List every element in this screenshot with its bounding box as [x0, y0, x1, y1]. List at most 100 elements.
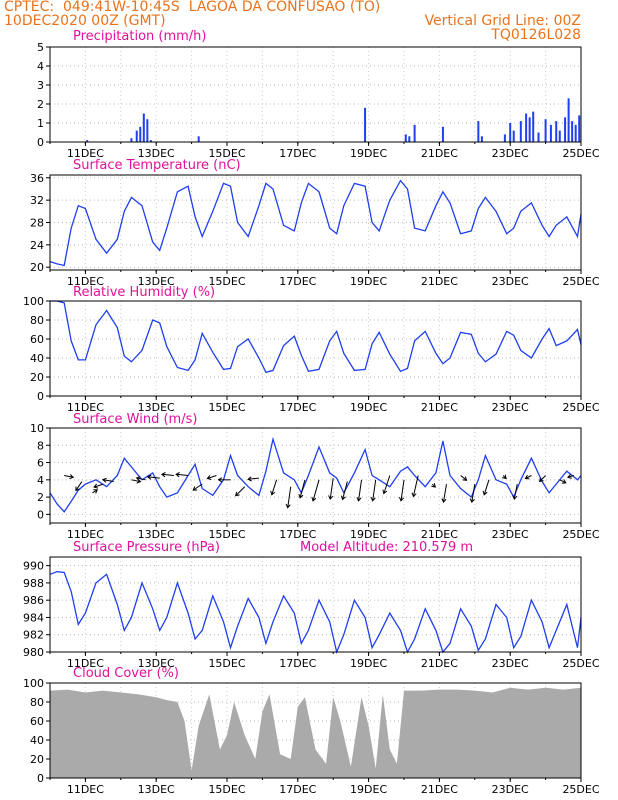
wind-vector-head — [101, 477, 107, 483]
precipitation-bar — [567, 98, 570, 142]
precipitation-bar — [413, 124, 416, 142]
pressure-xtick-label: 11DEC — [67, 657, 104, 670]
pressure-ytick-label: 986 — [23, 594, 44, 607]
cloud-xtick-label: 19DEC — [350, 783, 387, 796]
humidity-frame — [49, 300, 582, 397]
precipitation-xtick-label: 11DEC — [67, 147, 104, 160]
wind-panel: 0 2 4 6 8 10 11DEC 13DEC 15DEC 17DEC 19DEC 21DEC 23D… — [30, 422, 600, 541]
wind-vector-head — [235, 491, 240, 497]
pressure-series-line — [49, 571, 582, 655]
humidity-ytick-label: 0 — [37, 390, 44, 403]
wind-vector-head — [247, 476, 252, 482]
cloud-xtick-label: 17DEC — [279, 783, 316, 796]
precipitation-ytick-label: 4 — [37, 60, 44, 73]
wind-vector-head — [398, 496, 404, 502]
wind-vector-head — [69, 474, 75, 480]
precipitation-bar — [537, 132, 540, 142]
wind-vector-shaft — [483, 479, 490, 495]
temperature-xtick-label: 19DEC — [350, 275, 387, 288]
wind-vector-head — [431, 483, 436, 488]
precipitation-bar — [512, 130, 515, 142]
cloud-ytick-label: 20 — [30, 753, 44, 766]
wind-xtick-label: 13DEC — [138, 528, 175, 541]
pressure-xtick-label: 17DEC — [279, 657, 316, 670]
precipitation-bar — [503, 134, 506, 142]
wind-vector-head — [567, 473, 572, 479]
precipitation-bar — [404, 134, 407, 142]
temperature-xtick-label: 15DEC — [208, 275, 245, 288]
pressure-ytick-label: 980 — [23, 646, 44, 659]
precipitation-bar — [544, 119, 547, 142]
wind-vector-shaft — [358, 479, 363, 501]
wind-vector-head — [469, 498, 475, 503]
precipitation-bar — [364, 107, 367, 142]
wind-vector-head — [217, 477, 223, 483]
humidity-title: Relative Humidity (%) — [73, 285, 216, 300]
humidity-xtick-label: 13DEC — [138, 401, 175, 414]
wind-xtick-label: 19DEC — [350, 528, 387, 541]
precipitation-bar — [574, 124, 577, 142]
wind-vector-shaft — [460, 475, 467, 481]
cloud-xtick-label: 23DEC — [492, 783, 529, 796]
wind-vector-head — [482, 490, 488, 496]
precipitation-xtick-label: 15DEC — [208, 147, 245, 160]
wind-vector-head — [382, 489, 388, 495]
wind-vector-shaft — [287, 486, 292, 508]
cloud-xtick-label: 25DEC — [562, 783, 599, 796]
precipitation-bar — [509, 123, 512, 142]
wind-vector-shaft — [525, 475, 532, 479]
wind-vector-shaft — [75, 481, 83, 491]
precipitation-ytick-label: 0 — [37, 136, 44, 149]
precipitation-ytick-label: 3 — [37, 79, 44, 92]
wind-vector-shaft — [161, 473, 174, 476]
precipitation-bar — [86, 140, 89, 142]
wind-vector-head — [441, 498, 447, 504]
wind-vector-head — [298, 493, 304, 499]
pressure-ytick-label: 982 — [23, 629, 44, 642]
wind-vector-head — [538, 477, 544, 483]
humidity-series-line — [50, 300, 582, 374]
precipitation-xtick-label: 25DEC — [562, 147, 599, 160]
wind-xtick-label: 25DEC — [562, 528, 599, 541]
temperature-panel: 20 24 28 32 36 11DEC 13DEC 15DEC 17DEC 19DEC 21DEC… — [30, 172, 600, 288]
wind-vector-shaft — [513, 484, 518, 500]
precipitation-bar — [525, 113, 528, 142]
wind-vector-shaft — [471, 484, 476, 503]
precipitation-ytick-label: 1 — [37, 117, 44, 130]
wind-vector-shaft — [383, 475, 391, 494]
wind-vector-head — [462, 476, 468, 481]
temperature-xtick-label: 25DEC — [562, 275, 599, 288]
pressure-ytick-label: 984 — [23, 611, 44, 624]
cloud-ytick-label: 60 — [30, 715, 44, 728]
temperature-ytick-label: 24 — [30, 239, 44, 252]
precipitation-bar — [139, 126, 142, 142]
wind-vector-head — [411, 492, 417, 498]
wind-vector-head — [524, 474, 530, 480]
cloud-frame — [49, 682, 582, 779]
precipitation-bar — [408, 136, 411, 142]
cloud-xtick-label: 21DEC — [421, 783, 458, 796]
wind-vector-shaft — [192, 483, 203, 491]
wind-xtick-label: 23DEC — [492, 528, 529, 541]
wind-vector-head — [206, 475, 212, 480]
wind-vector-head — [285, 503, 291, 509]
wind-vector-shaft — [131, 479, 141, 483]
wind-vector-head — [192, 486, 198, 491]
wind-vector-head — [561, 479, 567, 484]
wind-vector-shaft — [412, 475, 419, 497]
precipitation-title: Precipitation (mm/h) — [73, 29, 207, 44]
wind-vector-shaft — [299, 479, 306, 498]
pressure-xtick-label: 19DEC — [350, 657, 387, 670]
wind-vector-head — [340, 495, 346, 501]
precipitation-bar — [555, 121, 558, 142]
wind-vector-shaft — [235, 486, 246, 497]
wind-vector-head — [93, 483, 99, 489]
wind-vector-shaft — [442, 484, 447, 503]
temperature-ytick-label: 36 — [30, 172, 44, 185]
pressure-xtick-label: 23DEC — [492, 657, 529, 670]
wind-vector-shaft — [271, 479, 278, 495]
precipitation-frame — [49, 46, 582, 143]
temperature-xtick-label: 21DEC — [421, 275, 458, 288]
humidity-xtick-label: 17DEC — [279, 401, 316, 414]
